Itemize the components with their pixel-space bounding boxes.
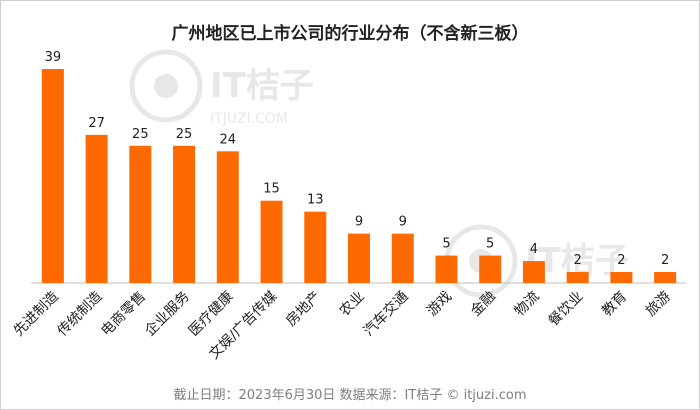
x-tick-label-11: 物流 bbox=[512, 289, 543, 320]
bar-5 bbox=[260, 200, 283, 283]
data-label-7: 9 bbox=[355, 215, 363, 230]
bar-13 bbox=[610, 272, 633, 283]
bar-1 bbox=[85, 134, 108, 283]
bar-11 bbox=[522, 261, 545, 283]
data-label-8: 9 bbox=[399, 215, 407, 230]
x-tick-label-3: 企业服务 bbox=[141, 288, 193, 340]
bar-12 bbox=[566, 272, 589, 283]
x-tick-label-2: 电商零售 bbox=[98, 289, 149, 340]
chart-title: 广州地区已上市公司的行业分布（不含新三板） bbox=[171, 24, 529, 44]
data-label-2: 25 bbox=[132, 127, 149, 142]
bar-8 bbox=[391, 233, 414, 283]
data-label-4: 24 bbox=[220, 132, 237, 147]
bar-0 bbox=[41, 69, 64, 283]
bar-4 bbox=[216, 151, 239, 283]
data-label-6: 13 bbox=[307, 193, 324, 208]
x-tick-label-0: 先进制造 bbox=[11, 289, 62, 340]
data-label-11: 4 bbox=[530, 242, 538, 257]
x-tick-label-12: 餐饮业 bbox=[545, 289, 586, 330]
x-tick-label-6: 房地产 bbox=[283, 289, 324, 330]
bar-3 bbox=[173, 145, 196, 283]
x-tick-label-13: 教育 bbox=[599, 289, 630, 320]
footer-source: 截止日期：2023年6月30日 数据来源：IT桔子 © itjuzi.com bbox=[173, 388, 527, 403]
data-label-5: 15 bbox=[263, 182, 280, 197]
data-label-9: 5 bbox=[442, 237, 450, 252]
x-tick-label-9: 游戏 bbox=[424, 289, 455, 320]
bar-10 bbox=[479, 255, 502, 283]
bar-9 bbox=[435, 255, 458, 283]
data-label-12: 2 bbox=[574, 253, 582, 268]
data-label-3: 25 bbox=[176, 127, 193, 142]
x-tick-label-1: 传统制造 bbox=[55, 289, 106, 340]
bar-14 bbox=[654, 272, 677, 283]
bar-7 bbox=[348, 233, 370, 283]
x-tick-label-7: 农业 bbox=[337, 289, 368, 320]
bar-2 bbox=[129, 145, 152, 283]
data-label-1: 27 bbox=[88, 116, 105, 131]
data-label-0: 39 bbox=[45, 50, 62, 65]
data-label-14: 2 bbox=[661, 253, 669, 268]
x-tick-label-10: 金融 bbox=[468, 289, 499, 320]
data-label-13: 2 bbox=[617, 253, 625, 268]
bar-chart: 39先进制造27传统制造25电商零售25企业服务24医疗健康15文娱/广告传媒1… bbox=[11, 50, 687, 363]
x-tick-label-14: 旅游 bbox=[643, 289, 674, 320]
data-label-10: 5 bbox=[486, 237, 494, 252]
x-tick-label-8: 汽车交通 bbox=[360, 288, 412, 340]
bar-6 bbox=[304, 211, 327, 283]
